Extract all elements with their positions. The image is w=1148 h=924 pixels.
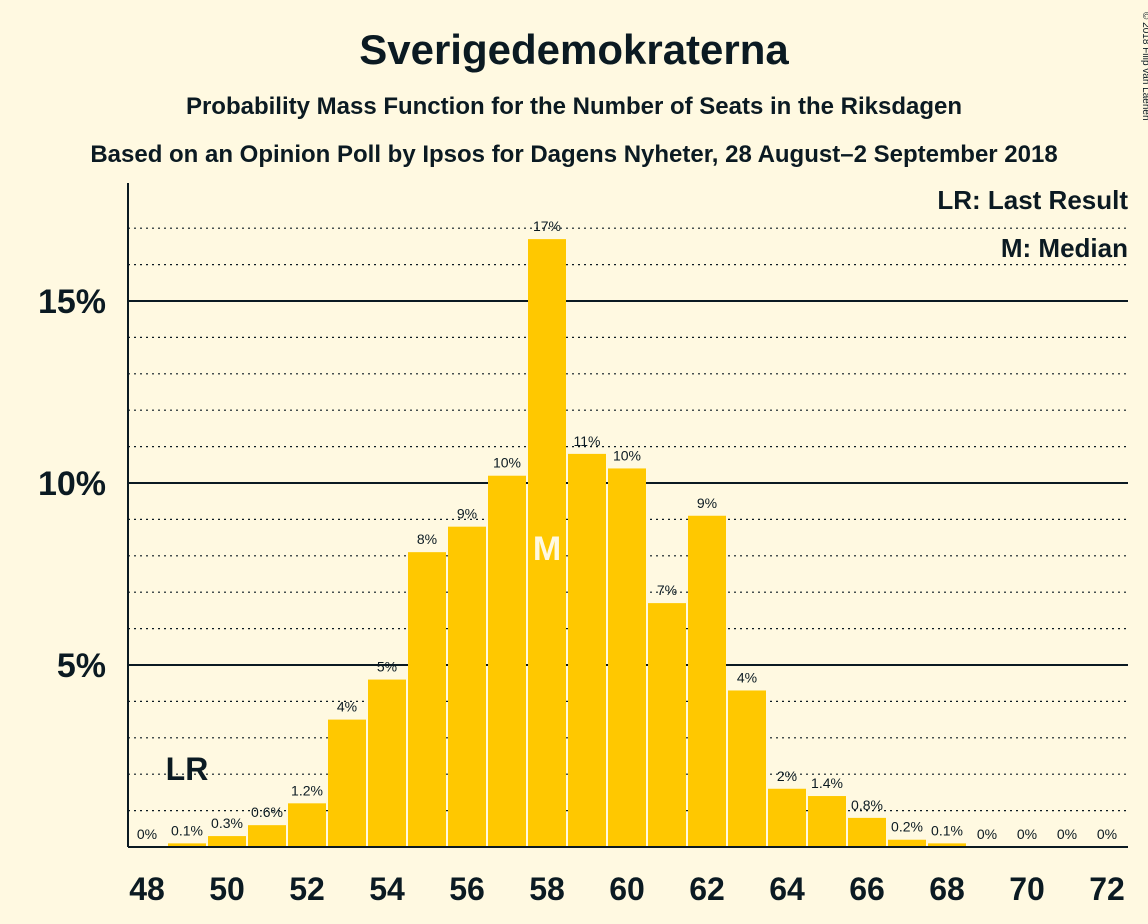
bar-seat-64 [768,788,806,847]
data-label-seat-68: 0.1% [931,822,963,838]
chart-title: Sverigedemokraterna [359,26,789,73]
data-labels: 0% 0.1% 0.3% 0.6% 1.2% 4% 5% 8% 9% 10% 17% 11% 10% 7%… [137,218,1117,842]
data-label-seat-52: 1.2% [291,782,323,798]
data-label-seat-50: 0.3% [211,815,243,831]
bar-seat-60 [608,468,646,847]
x-tick-label-56: 56 [449,871,485,907]
bar-seat-58 [528,239,566,847]
legend-median: M: Median [1001,233,1128,263]
data-label-seat-59: 11% [574,433,601,449]
data-label-seat-58: 17% [533,218,561,234]
data-label-seat-66: 0.8% [851,797,883,813]
bar-seat-55 [408,552,446,847]
x-tick-label-62: 62 [689,871,725,907]
x-tick-label-50: 50 [209,871,245,907]
x-tick-label-52: 52 [289,871,325,907]
bar-seat-57 [488,475,526,847]
data-label-seat-61: 7% [657,582,677,598]
x-tick-label-48: 48 [129,871,165,907]
data-label-seat-48: 0% [137,826,157,842]
bar-seat-49 [168,843,206,847]
bar-seat-59 [568,453,606,847]
data-label-seat-60: 10% [613,447,641,463]
bar-seat-68 [928,843,966,847]
data-label-seat-71: 0% [1057,826,1077,842]
bar-seat-52 [288,803,326,847]
data-label-seat-54: 5% [377,659,397,675]
y-tick-label-5: 5% [57,647,106,685]
x-tick-label-68: 68 [929,871,965,907]
bar-seat-61 [648,603,686,847]
data-label-seat-65: 1.4% [811,775,843,791]
y-tick-label-15: 15% [38,283,106,321]
data-label-seat-64: 2% [777,768,797,784]
data-label-seat-51: 0.6% [251,804,283,820]
data-label-seat-62: 9% [697,495,717,511]
bar-seat-62 [688,515,726,847]
data-label-seat-53: 4% [337,699,357,715]
data-label-seat-69: 0% [977,826,997,842]
bar-seat-50 [208,836,246,847]
data-label-seat-72: 0% [1097,826,1117,842]
chart-subtitle: Probability Mass Function for the Number… [186,93,962,120]
bar-seat-53 [328,719,366,847]
x-tick-label-66: 66 [849,871,885,907]
bar-seat-51 [248,825,286,847]
x-tick-label-60: 60 [609,871,645,907]
x-tick-label-70: 70 [1009,871,1045,907]
data-label-seat-57: 10% [493,455,521,471]
data-label-seat-49: 0.1% [171,822,203,838]
bar-seat-56 [448,526,486,847]
bar-seat-63 [728,690,766,847]
bar-seat-67 [888,839,926,847]
data-label-seat-67: 0.2% [891,819,923,835]
bar-seat-65 [808,796,846,847]
bars [168,239,966,847]
data-label-seat-70: 0% [1017,826,1037,842]
x-tick-label-72: 72 [1089,871,1125,907]
x-tick-label-54: 54 [369,871,405,907]
last-result-marker: LR [166,751,209,787]
data-label-seat-63: 4% [737,669,757,685]
bar-seat-66 [848,817,886,847]
data-label-seat-56: 9% [457,506,477,522]
bar-seat-54 [368,679,406,847]
data-label-seat-55: 8% [417,531,437,547]
y-tick-label-10: 10% [38,465,106,503]
x-tick-label-58: 58 [529,871,565,907]
median-marker: M [533,530,561,568]
chart-subtitle-poll: Based on an Opinion Poll by Ipsos for Da… [90,141,1057,168]
legend-last-result: LR: Last Result [937,185,1128,215]
axes: 48 50 52 54 56 58 60 62 64 66 68 70 72 5% 10% 15% [38,183,1128,907]
copyright-text: © 2018 Filip van Laenen [1140,12,1148,121]
x-tick-label-64: 64 [769,871,805,907]
